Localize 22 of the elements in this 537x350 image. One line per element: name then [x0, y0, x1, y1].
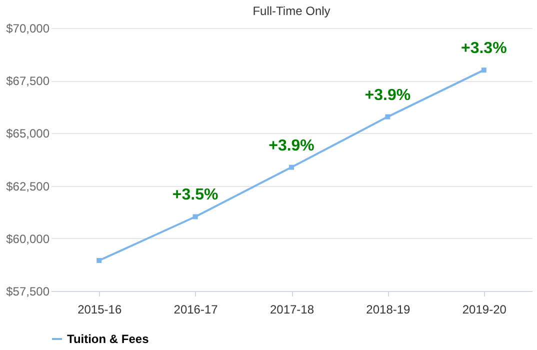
- x-tick-label: 2016-17: [174, 302, 218, 316]
- point: [96, 258, 102, 263]
- x-tick-label: 2018-19: [366, 302, 411, 316]
- y-tick-label: $67,500: [6, 74, 50, 88]
- y-tick-label: $60,000: [6, 232, 50, 246]
- legend-label: Tuition & Fees: [67, 332, 150, 346]
- annotation: +3.3%: [460, 40, 507, 58]
- annotation: +3.9%: [364, 86, 411, 104]
- point: [192, 214, 198, 220]
- annotation: +3.5%: [172, 186, 218, 204]
- x-tick-label: 2019-20: [462, 302, 507, 316]
- annotation: +3.9%: [268, 137, 314, 154]
- point: [385, 114, 390, 120]
- y-tick-label: $65,000: [6, 126, 50, 141]
- x-tick-label: 2015-16: [78, 302, 122, 316]
- x-tick-label: 2017-18: [270, 302, 314, 316]
- y-tick-label: $70,000: [6, 22, 50, 36]
- point: [289, 164, 294, 170]
- y-tick-label: $62,500: [6, 179, 50, 194]
- point: [481, 68, 486, 73]
- y-tick-label: $57,500: [6, 284, 50, 298]
- chart-title: Full-Time Only: [252, 4, 330, 18]
